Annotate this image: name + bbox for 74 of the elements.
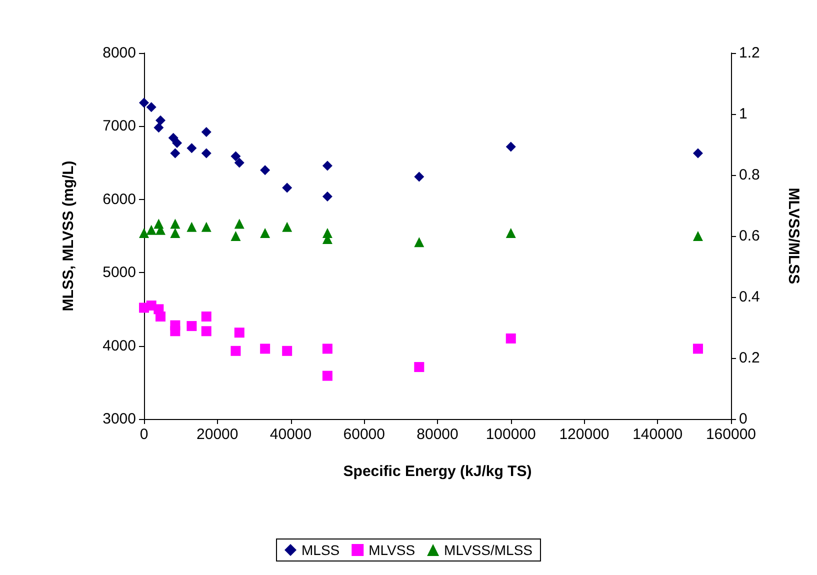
point [692,344,703,354]
point [506,142,516,152]
x-tick-label: 40000 [270,426,312,443]
point [170,218,180,229]
x-tick-label: 160000 [706,426,756,443]
point [282,182,292,193]
point [201,222,212,232]
y2-tick-label: 0.6 [739,228,760,244]
y2-tick-label: 0.2 [739,350,760,366]
x-tick-label: 0 [140,426,148,443]
point [201,326,212,336]
point [186,321,197,332]
point [201,127,212,138]
y2-tick-label: 0 [739,410,748,428]
point [260,165,270,176]
point [170,326,180,336]
point [139,98,149,108]
point [260,228,270,238]
point [230,231,241,241]
legend-label: MLVSS [368,542,416,558]
y-tick-label: 7000 [102,118,136,135]
y-tick-label: 4000 [102,337,136,354]
point [322,370,332,381]
legend-label: MLSS [302,542,340,558]
point [322,191,332,202]
point [322,344,332,354]
point [156,115,166,126]
point [170,148,180,158]
legend-label: MLVSS/MLSS [444,542,532,558]
point [414,172,424,182]
y2-axis-title: MLVSS/MLSS [785,188,802,284]
y-tick-label: 3000 [102,410,136,428]
y2-tick-label: 1 [739,106,748,122]
x-tick-label: 60000 [343,426,385,443]
y2-tick-label: 0.4 [739,288,760,306]
point [692,148,703,158]
point [186,222,197,232]
y-tick-label: 5000 [102,264,136,282]
x-tick-label: 140000 [632,426,683,443]
point [414,237,424,248]
point [168,132,178,143]
point [154,122,164,133]
point [172,138,182,148]
point [156,312,166,322]
point [139,228,149,238]
point [282,222,292,232]
point [506,228,516,238]
point [692,231,703,241]
x-tick-label: 100000 [486,426,536,443]
point [414,362,424,372]
point [186,143,197,154]
point [170,228,180,238]
y2-tick-label: 1.2 [739,44,760,62]
x-tick-label: 80000 [416,426,458,443]
y2-tick-label: 0.8 [739,166,760,184]
point [201,312,212,322]
point [234,328,244,338]
point [282,346,292,356]
point [146,102,156,112]
point [506,333,516,344]
point [230,346,241,356]
x-tick-label: 20000 [196,426,238,443]
y-axis-title: MLSS, MLVSS (mg/L) [60,160,77,312]
x-tick-label: 120000 [559,426,610,443]
point [322,160,332,171]
y-tick-label: 6000 [102,190,136,208]
x-axis-title: Specific Energy (kJ/kg TS) [343,463,532,480]
point [146,224,156,235]
y-tick-label: 8000 [102,44,136,62]
point [201,148,212,158]
point [234,218,244,229]
point [260,344,270,354]
point [234,158,244,168]
point [230,151,241,162]
